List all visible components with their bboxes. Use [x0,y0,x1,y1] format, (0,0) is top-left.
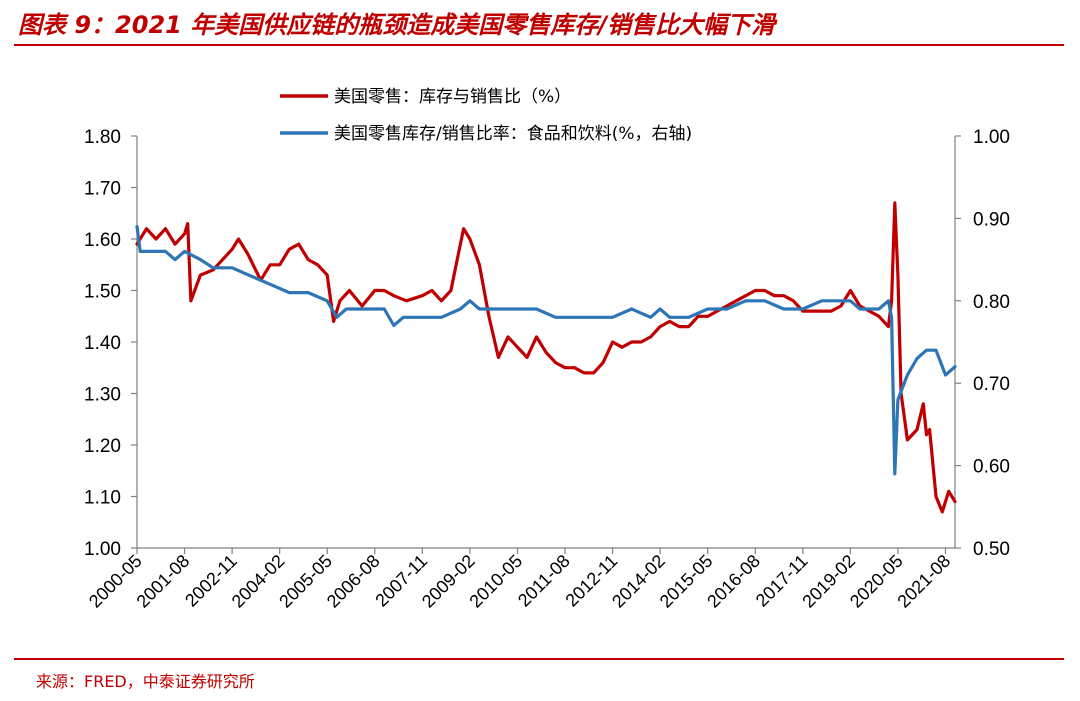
y-right-tick-label: 0.90 [973,209,1010,230]
x-tick-label: 2010-05 [465,551,526,612]
y-right-tick-label: 0.80 [973,292,1010,313]
x-tick-label: 2006-08 [323,551,384,612]
axes: 1.80 1.70 1.60 1.50 1.40 1.30 1.20 1.10 1.00 1.00… [84,127,1010,612]
source-note: 来源：FRED，中泰证券研究所 [36,672,255,691]
y-left-tick-label: 1.70 [84,179,121,200]
y-left-tick-label: 1.50 [84,282,121,303]
y-left-tick-label: 1.30 [84,385,121,406]
x-tick-label: 2021-08 [893,551,954,612]
y-left-tick-label: 1.40 [84,333,121,354]
legend-label: 美国零售：库存与销售比（%） [334,87,571,107]
series-layer [135,201,957,514]
x-tick-label: 2011-08 [514,551,574,611]
x-tick-label: 2016-08 [703,551,764,612]
series-line-retail-inventory-sales [135,201,957,514]
legend: 美国零售：库存与销售比（%） 美国零售库存/销售比率：食品和饮料(%，右轴) [280,87,692,144]
footer-divider [14,658,1064,660]
y-left-tick-label: 1.00 [84,539,121,560]
legend-label: 美国零售库存/销售比率：食品和饮料(%，右轴) [334,124,692,144]
y-right-tick-label: 1.00 [973,127,1010,148]
y-left-tick-label: 1.20 [84,436,121,457]
y-left-tick-label: 1.80 [84,127,121,148]
y-left-tick-label: 1.60 [84,230,121,251]
y-right-tick-label: 0.60 [973,457,1010,478]
series-line-food-beverage-ratio [135,225,957,476]
y-left-tick-label: 1.10 [84,488,121,509]
x-tick-label: 2001-08 [133,551,194,612]
title-divider [14,44,1064,46]
y-right-tick-label: 0.50 [973,539,1010,560]
chart-title: 图表 9：2021 年美国供应链的瓶颈造成美国零售库存/销售比大幅下滑 [18,11,775,39]
y-right-tick-label: 0.70 [973,374,1010,395]
